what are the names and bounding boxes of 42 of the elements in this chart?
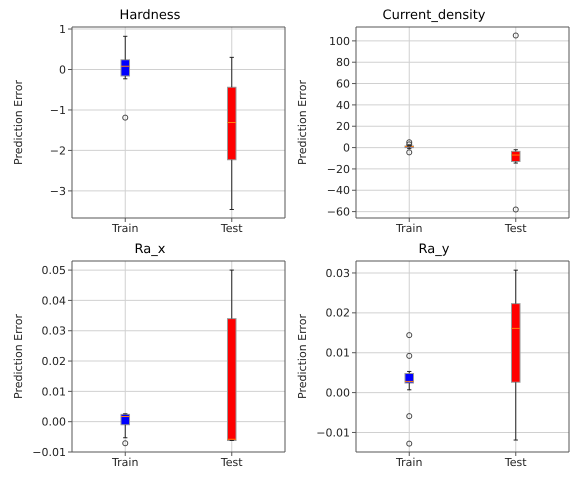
y-tick-label: 40 bbox=[336, 98, 350, 112]
chart-title: Hardness bbox=[118, 8, 182, 24]
x-tick-label: Test bbox=[504, 456, 528, 469]
x-tick-label: Train bbox=[111, 222, 138, 235]
x-tick-label: Test bbox=[220, 456, 244, 469]
y-tick-label: 80 bbox=[336, 56, 350, 70]
x-tick-label: Test bbox=[504, 222, 528, 235]
x-tick-label: Train bbox=[111, 456, 138, 469]
chart-title: Ra_y bbox=[418, 242, 450, 258]
x-tick-label: Train bbox=[395, 456, 422, 469]
x-tick-label: Test bbox=[220, 222, 244, 235]
y-tick-label: 100 bbox=[329, 34, 350, 48]
y-tick-label: −0.01 bbox=[316, 426, 350, 440]
y-tick-label: 0 bbox=[343, 141, 350, 154]
y-tick-label: −60 bbox=[326, 206, 350, 219]
y-tick-label: −20 bbox=[326, 162, 350, 176]
y-tick-label: 0.02 bbox=[42, 354, 66, 368]
y-tick-label: −3 bbox=[50, 184, 66, 198]
y-tick-label: 1 bbox=[59, 22, 66, 36]
y-tick-label: −40 bbox=[326, 184, 350, 198]
y-tick-label: −0.01 bbox=[32, 446, 66, 459]
y-tick-label: −2 bbox=[50, 144, 66, 158]
y-tick-label: 0.00 bbox=[42, 416, 66, 429]
chart-title: Current_density bbox=[382, 8, 486, 24]
y-tick-label: 0.01 bbox=[326, 346, 350, 360]
y-tick-label: 0.04 bbox=[42, 294, 66, 308]
x-tick-label: Train bbox=[395, 222, 422, 235]
y-tick-label: 0.00 bbox=[326, 386, 350, 400]
y-tick-label: 0 bbox=[59, 63, 66, 76]
y-tick-label: 0.03 bbox=[326, 266, 350, 280]
y-axis-title: Prediction Error bbox=[12, 314, 25, 399]
chart-title: Ra_x bbox=[134, 242, 166, 258]
y-tick-label: 0.02 bbox=[326, 306, 350, 320]
y-axis-title: Prediction Error bbox=[12, 80, 25, 165]
y-tick-label: 0.01 bbox=[42, 385, 66, 398]
y-axis-title: Prediction Error bbox=[296, 314, 309, 399]
y-tick-label: −1 bbox=[50, 104, 66, 117]
y-tick-label: 20 bbox=[336, 120, 350, 134]
y-tick-label: 60 bbox=[336, 77, 350, 90]
y-tick-label: 0.03 bbox=[42, 324, 66, 338]
y-tick-label: 0.05 bbox=[42, 264, 66, 277]
y-axis-title: Prediction Error bbox=[296, 80, 309, 165]
